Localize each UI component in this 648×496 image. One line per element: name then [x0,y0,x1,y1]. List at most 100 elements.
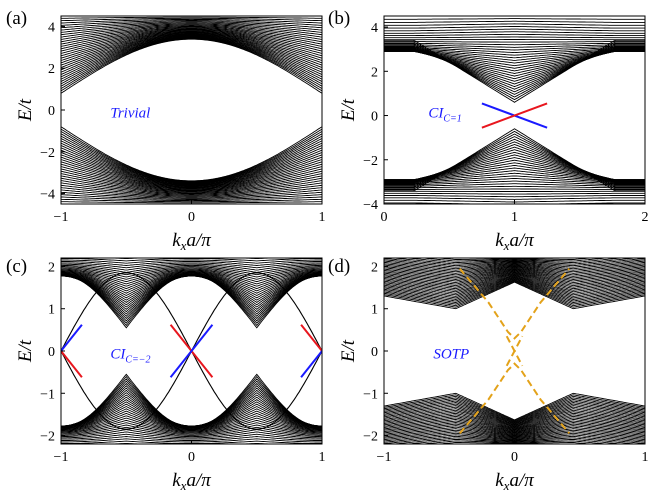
band-line [384,28,645,32]
edge-state-0 [61,324,83,352]
band-line [384,412,645,430]
band-line [384,39,645,103]
band-line [61,29,322,50]
band-line [61,271,322,287]
y-tick-label: 1 [371,303,378,318]
band-line [61,429,322,438]
band-line [61,267,322,278]
band-line [61,30,322,54]
band-line [61,24,322,36]
panel-a: −1 0 1 −4 −2 0 2 4 kxa/π E/t (a) Trivial [6,8,326,253]
band-line [384,206,645,208]
edge-state-3 [169,324,214,378]
x-axis-label: kxa/π [495,230,534,253]
band-line [384,175,645,184]
band-line [61,26,322,40]
band-line [384,170,645,182]
band-line [384,20,645,23]
y-tick-label: 2 [48,62,55,77]
annotation: SOTP [433,346,469,362]
band-line [61,259,322,264]
band-line [61,30,322,52]
band-line [384,277,645,302]
band-line [61,266,322,276]
y-tick-label: 4 [48,20,55,35]
plot-area [61,16,322,204]
y-tick-label: 2 [371,65,378,80]
band-line [61,20,322,26]
band-line [61,175,322,193]
band-line [384,167,645,181]
band-line [384,183,645,187]
y-tick-label: 4 [371,21,378,36]
band-line [384,432,645,442]
band-line [61,275,322,320]
band-line [384,197,645,200]
band-line [384,263,645,273]
y-tick-label: −2 [40,146,55,161]
band-line [384,45,645,51]
x-axis-label: kxa/π [172,230,211,253]
edge-state-1 [61,350,83,378]
annotation: CIC=−2 [110,346,150,365]
band-line [384,192,645,195]
band-line [61,16,322,19]
y-tick-label: −4 [363,198,378,213]
band-line [61,26,322,43]
band-line [61,180,322,194]
band-line [61,263,322,271]
y-axis-label: E/t [15,98,36,122]
band-line [61,187,322,197]
band-line [61,269,322,283]
band-line [384,422,645,435]
y-tick-label: 2 [371,260,378,275]
band-line [384,50,645,64]
band-line [61,431,322,439]
band-line [384,172,645,183]
band-line [384,276,645,299]
band-line [61,35,322,71]
band-line [384,42,645,46]
band-line [61,184,322,196]
band-line [61,36,322,78]
band-line [61,424,322,435]
band-line [384,18,645,20]
band-line [61,419,322,433]
band-line [384,275,645,297]
band-line [61,403,322,428]
band-line [384,267,645,279]
band-line [61,254,322,255]
band-line [384,258,645,267]
band-line [384,259,645,268]
band-line [384,281,645,310]
band-line [61,270,322,285]
band-line [61,264,322,273]
band-line [384,178,645,185]
band-line [384,398,645,424]
band-line [384,420,645,434]
band-line [384,431,645,441]
band-line [61,18,322,24]
band-line [384,400,645,425]
band-line [384,266,645,277]
x-tick-label: −1 [54,210,69,225]
band-line [389,258,640,265]
band-line [384,403,645,426]
band-line [61,17,322,22]
band-line [384,415,645,432]
band-line [384,50,645,69]
band-line [61,163,322,189]
band-line [61,28,322,47]
band-line [61,166,322,190]
y-tick-label: 0 [371,345,378,360]
band-line [61,142,322,184]
band-line [384,23,645,26]
y-tick-label: 2 [48,260,55,275]
band-line [384,159,645,181]
panel-b: 0 1 2 −4 −2 0 2 4 kxa/π E/t (b) CIC=1 [328,8,648,253]
band-line [384,406,645,427]
band-line [384,280,645,307]
band-line [61,133,322,183]
band-line [384,429,645,439]
band-line [384,50,645,67]
